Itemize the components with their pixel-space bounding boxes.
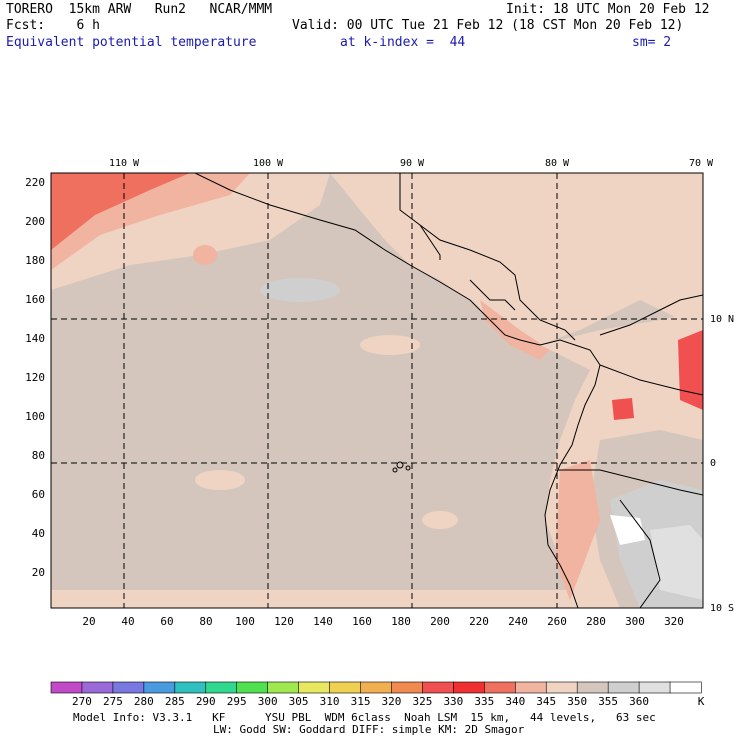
colorbar-swatch <box>81 681 114 694</box>
colorbar-level: 310 <box>320 695 340 708</box>
lon-label: 80 W <box>545 158 570 169</box>
init-time: Init: 18 UTC Mon 20 Feb 12 <box>506 2 710 17</box>
colorbar-swatch <box>638 681 671 694</box>
x-tick: 80 <box>199 615 212 628</box>
smoothing-value: sm= 2 <box>632 35 672 50</box>
x-tick: 220 <box>469 615 489 628</box>
x-tick: 240 <box>508 615 528 628</box>
y-tick: 180 <box>25 254 45 267</box>
colorbar <box>50 681 702 694</box>
y-tick: 160 <box>25 293 45 306</box>
map-frame <box>50 172 704 609</box>
model-info: Model Info: V3.3.1 KF YSU PBL WDM 6class… <box>73 711 656 724</box>
colorbar-level: 350 <box>567 695 587 708</box>
colorbar-level: 355 <box>598 695 618 708</box>
y-tick: 40 <box>32 527 45 540</box>
colorbar-level: 315 <box>351 695 371 708</box>
colorbar-level: 275 <box>103 695 123 708</box>
colorbar-level: 330 <box>443 695 463 708</box>
lat-label: 0 <box>710 458 716 469</box>
coastlines <box>194 173 703 608</box>
valid-time: Valid: 00 UTC Tue 21 Feb 12 (18 CST Mon … <box>292 18 684 33</box>
x-tick: 60 <box>160 615 173 628</box>
y-tick: 120 <box>25 371 45 384</box>
colorbar-swatch <box>360 681 393 694</box>
colorbar-swatch <box>50 681 83 694</box>
colorbar-swatch <box>298 681 331 694</box>
y-tick: 140 <box>25 332 45 345</box>
x-tick: 20 <box>82 615 95 628</box>
model-run-title: TORERO 15km ARW Run2 NCAR/MMM <box>6 2 273 17</box>
colorbar-level: 340 <box>505 695 525 708</box>
physics-info: LW: Godd SW: Goddard DIFF: simple KM: 2D… <box>213 723 525 736</box>
x-tick: 160 <box>352 615 372 628</box>
field-name: Equivalent potential temperature <box>6 35 257 50</box>
colorbar-swatch <box>669 681 702 694</box>
lon-label: 70 W <box>689 158 714 169</box>
colorbar-swatch <box>267 681 300 694</box>
x-tick: 100 <box>235 615 255 628</box>
lon-label: 100 W <box>253 158 284 169</box>
y-tick: 200 <box>25 215 45 228</box>
y-axis-ticks: 20 40 60 80 100 120 140 160 180 200 220 <box>25 176 45 579</box>
y-tick: 80 <box>32 449 45 462</box>
colorbar-level: 285 <box>165 695 185 708</box>
colorbar-level: 300 <box>258 695 278 708</box>
graticule <box>51 173 703 608</box>
colorbar-swatch <box>391 681 424 694</box>
colorbar-swatch <box>329 681 362 694</box>
colorbar-swatch <box>174 681 207 694</box>
colorbar-swatch <box>607 681 640 694</box>
colorbar-swatch <box>236 681 269 694</box>
colorbar-unit: K <box>698 695 705 708</box>
colorbar-level: 305 <box>289 695 309 708</box>
x-tick: 180 <box>391 615 411 628</box>
y-tick: 220 <box>25 176 45 189</box>
lon-label: 90 W <box>400 158 425 169</box>
y-tick: 60 <box>32 488 45 501</box>
colorbar-level: 280 <box>134 695 154 708</box>
colorbar-level: 345 <box>536 695 556 708</box>
y-tick: 20 <box>32 566 45 579</box>
level-index: at k-index = 44 <box>340 35 466 50</box>
theta-e-field <box>51 173 703 608</box>
colorbar-level: 270 <box>72 695 92 708</box>
lon-label: 110 W <box>109 158 140 169</box>
x-tick: 260 <box>547 615 567 628</box>
x-axis-ticks: 20 40 60 80 100 120 140 160 180 200 220 … <box>82 615 684 628</box>
x-tick: 320 <box>664 615 684 628</box>
colorbar-swatch <box>205 681 238 694</box>
x-tick: 300 <box>625 615 645 628</box>
lat-label: 10 N <box>710 314 734 325</box>
forecast-hour: Fcst: 6 h <box>6 18 100 33</box>
colorbar-swatch <box>514 681 547 694</box>
colorbar-swatch <box>545 681 578 694</box>
colorbar-labels: 270 275 280 285 290 295 300 305 310 315 320 325 330 3… <box>72 695 649 708</box>
colorbar-level: 335 <box>474 695 494 708</box>
colorbar-level: 325 <box>412 695 432 708</box>
colorbar-swatch <box>484 681 516 694</box>
colorbar-swatch <box>143 681 176 694</box>
colorbar-level: 295 <box>227 695 247 708</box>
x-tick: 280 <box>586 615 606 628</box>
colorbar-swatch <box>422 681 454 694</box>
colorbar-swatch <box>453 681 485 694</box>
x-tick: 200 <box>430 615 450 628</box>
x-tick: 140 <box>313 615 333 628</box>
colorbar-swatch <box>576 681 609 694</box>
lat-label: 10 S <box>710 603 734 614</box>
colorbar-level: 320 <box>382 695 402 708</box>
y-tick: 100 <box>25 410 45 423</box>
x-tick: 120 <box>274 615 294 628</box>
colorbar-level: 360 <box>629 695 649 708</box>
x-tick: 40 <box>121 615 134 628</box>
colorbar-level: 290 <box>196 695 216 708</box>
colorbar-swatch <box>112 681 145 694</box>
